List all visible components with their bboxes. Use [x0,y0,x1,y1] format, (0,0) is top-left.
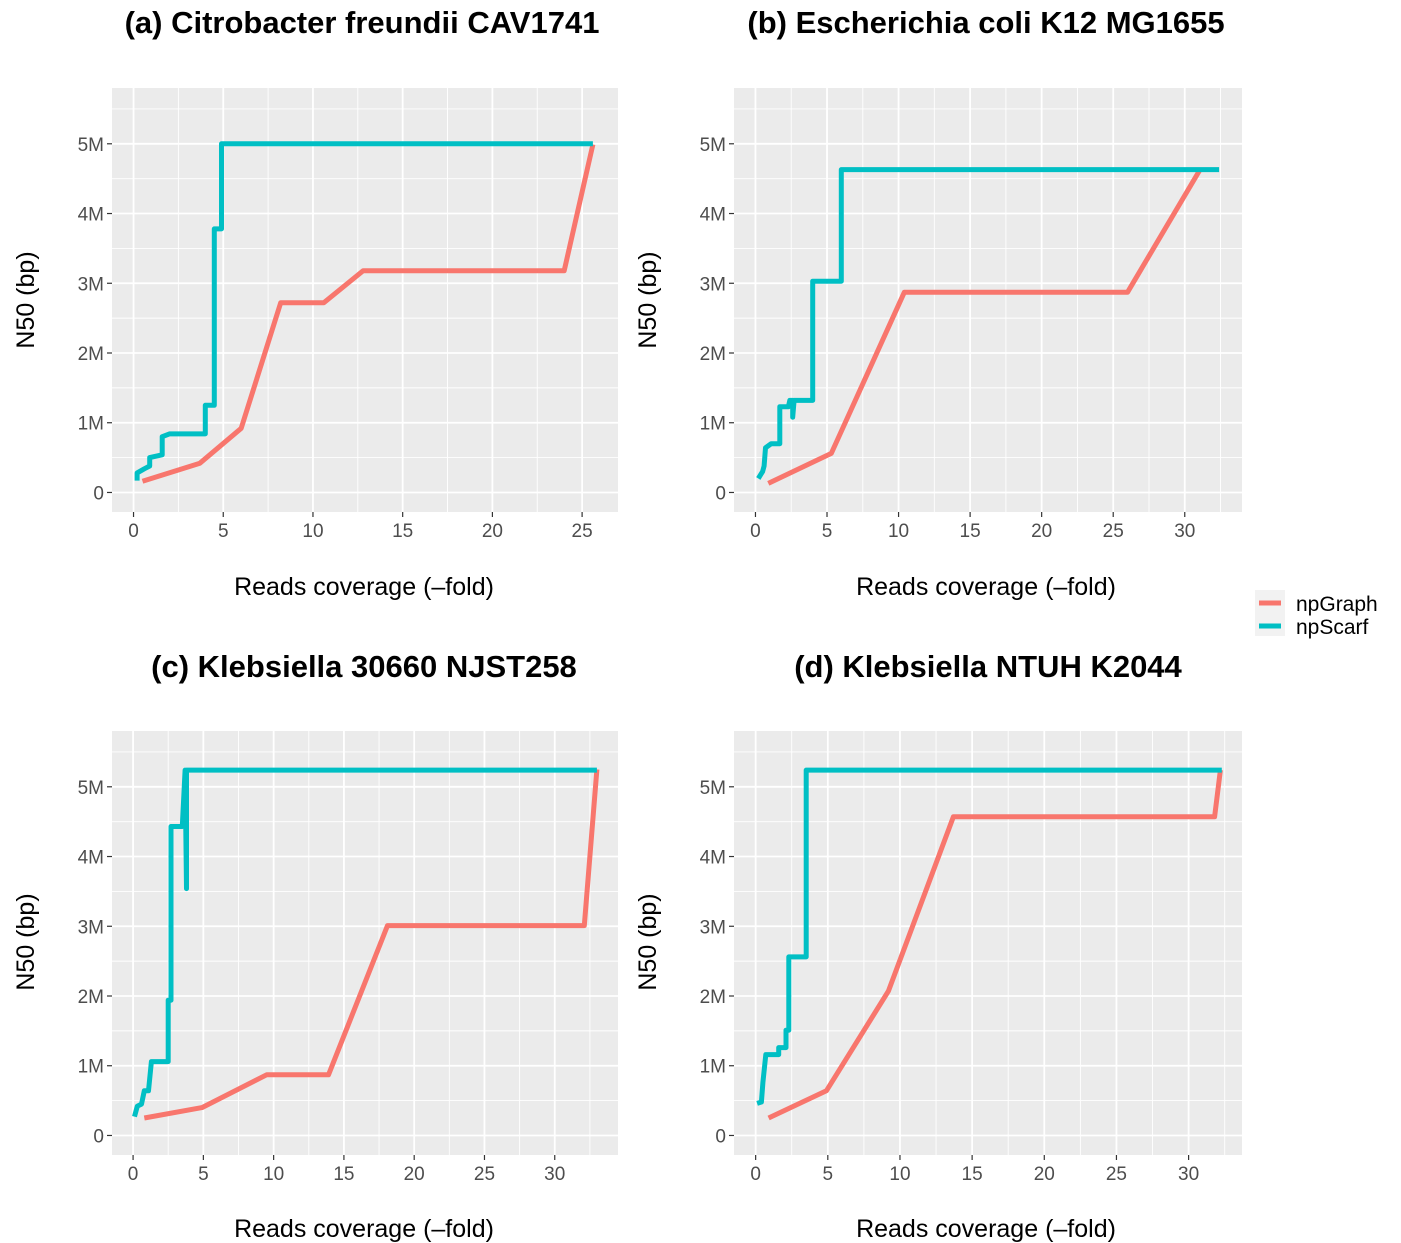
panel-b-x-tick-label: 25 [1103,521,1124,542]
panel-a-x-tick-label: 5 [218,521,229,542]
panel-a-x-tick-label: 25 [572,521,593,542]
panel-c-y-tick-label: 1M [78,1057,104,1078]
panel-b-x-tick-label: 30 [1174,521,1195,542]
panel-d-x-tick-label: 15 [962,1164,983,1185]
legend-label-npscarf: npScarf [1296,616,1369,639]
legend-label-npgraph: npGraph [1296,593,1378,616]
panel-b-x-tick-label: 0 [750,521,761,542]
panel-d-x-tick-label: 25 [1106,1164,1127,1185]
panel-a-x-tick-label: 20 [482,521,503,542]
panel-c-x-axis-label: Reads coverage (–fold) [234,1215,494,1243]
panel-d-y-tick-label: 1M [700,1057,726,1078]
panel-c-y-tick-label: 4M [78,848,104,869]
panel-b-background [734,88,1242,512]
panel-c-series-npgraph [143,769,600,1121]
panel-b-y-tick-label: 0 [715,483,726,504]
panel-d-title: (d) Klebsiella NTUH K2044 [794,649,1182,684]
panel-b-y-tick-label: 1M [700,414,726,435]
panel-a-x-tick-label: 0 [128,521,139,542]
panel-d-series-npscarf [756,767,1222,1106]
panel-a-background [112,88,618,512]
panel-b-x-tick-label: 20 [1031,521,1052,542]
legend-key-background [1255,590,1285,636]
panel-a-x-tick-label: 15 [392,521,413,542]
panel-a-y-axis-label: N50 (bp) [12,251,40,348]
panel-b-title: (b) Escherichia coli K12 MG1655 [747,5,1224,40]
panel-b-series-npgraph [767,167,1203,486]
panel-d-series-npgraph [767,769,1223,1121]
panel-d-background [734,731,1242,1155]
panel-a-series-npgraph [141,143,596,484]
panel-d-y-tick-label: 2M [700,987,726,1008]
panel-b-y-tick-label: 3M [700,274,726,295]
panel-c-x-tick-label: 20 [404,1164,425,1185]
panel-d-y-tick-label: 3M [700,917,726,938]
panel-d-x-tick-label: 30 [1178,1164,1199,1185]
panel-d-x-tick-label: 20 [1034,1164,1055,1185]
panel-b-x-tick-label: 15 [960,521,981,542]
panel-d-x-tick-label: 5 [823,1164,834,1185]
panel-c-y-axis-label: N50 (bp) [12,893,40,990]
legend: npGraph npScarf [1255,590,1378,639]
panel-d-x-tick-label: 0 [750,1164,761,1185]
panel-c-y-tick-label: 5M [78,778,104,799]
panel-b-x-tick-label: 10 [888,521,909,542]
panel-a-series-npscarf [134,141,593,481]
panel-a-y-tick-label: 0 [93,483,104,504]
panel-b-x-tick-label: 5 [822,521,833,542]
panel-b-series-npscarf [756,167,1220,480]
panel-a-y-tick-label: 5M [78,135,104,156]
panel-c-x-tick-label: 0 [128,1164,139,1185]
panel-b-x-axis-label: Reads coverage (–fold) [856,573,1116,601]
panel-b-y-axis-label: N50 (bp) [634,251,662,348]
panel-c: 0 5 10 15 20 25 30 0 1M 2M 3M 4M 5M (c) Klebsiella 3… [12,649,618,1243]
panel-c-x-tick-label: 10 [263,1164,284,1185]
panel-d-y-tick-label: 0 [715,1126,726,1147]
panel-c-x-tick-label: 25 [474,1164,495,1185]
panel-d-x-axis-label: Reads coverage (–fold) [856,1215,1116,1243]
panel-a-y-tick-label: 4M [78,205,104,226]
panel-d-x-tick-label: 10 [889,1164,910,1185]
panel-d-y-tick-label: 5M [700,778,726,799]
panel-a: 0 5 10 15 20 25 0 1M 2M 3M 4M 5M (a) Citrobacter fr… [12,5,618,601]
panel-a-y-tick-label: 3M [78,274,104,295]
panel-b-y-tick-label: 2M [700,344,726,365]
panel-a-y-tick-label: 2M [78,344,104,365]
panel-c-x-tick-label: 15 [333,1164,354,1185]
panel-c-y-tick-label: 2M [78,987,104,1008]
panel-d: 0 5 10 15 20 25 30 0 1M 2M 3M 4M 5M (d) Klebsiella N… [634,649,1242,1243]
panel-b: 0 5 10 15 20 25 30 0 1M 2M 3M 4M 5M (b) Escherichia … [634,5,1242,601]
panel-c-y-tick-label: 0 [93,1126,104,1147]
panel-c-background [112,731,618,1155]
panel-c-y-tick-label: 3M [78,917,104,938]
panel-d-y-tick-label: 4M [700,848,726,869]
panel-a-x-tick-label: 10 [302,521,323,542]
panel-a-title: (a) Citrobacter freundii CAV1741 [125,5,600,40]
panel-c-x-tick-label: 30 [544,1164,565,1185]
panel-c-title: (c) Klebsiella 30660 NJST258 [151,649,577,684]
panel-c-x-tick-label: 5 [198,1164,209,1185]
panel-b-y-tick-label: 4M [700,205,726,226]
panel-d-y-axis-label: N50 (bp) [634,893,662,990]
panel-a-x-axis-label: Reads coverage (–fold) [234,573,494,601]
panel-a-y-tick-label: 1M [78,414,104,435]
panel-c-series-npscarf [132,767,597,1118]
panel-b-y-tick-label: 5M [700,135,726,156]
